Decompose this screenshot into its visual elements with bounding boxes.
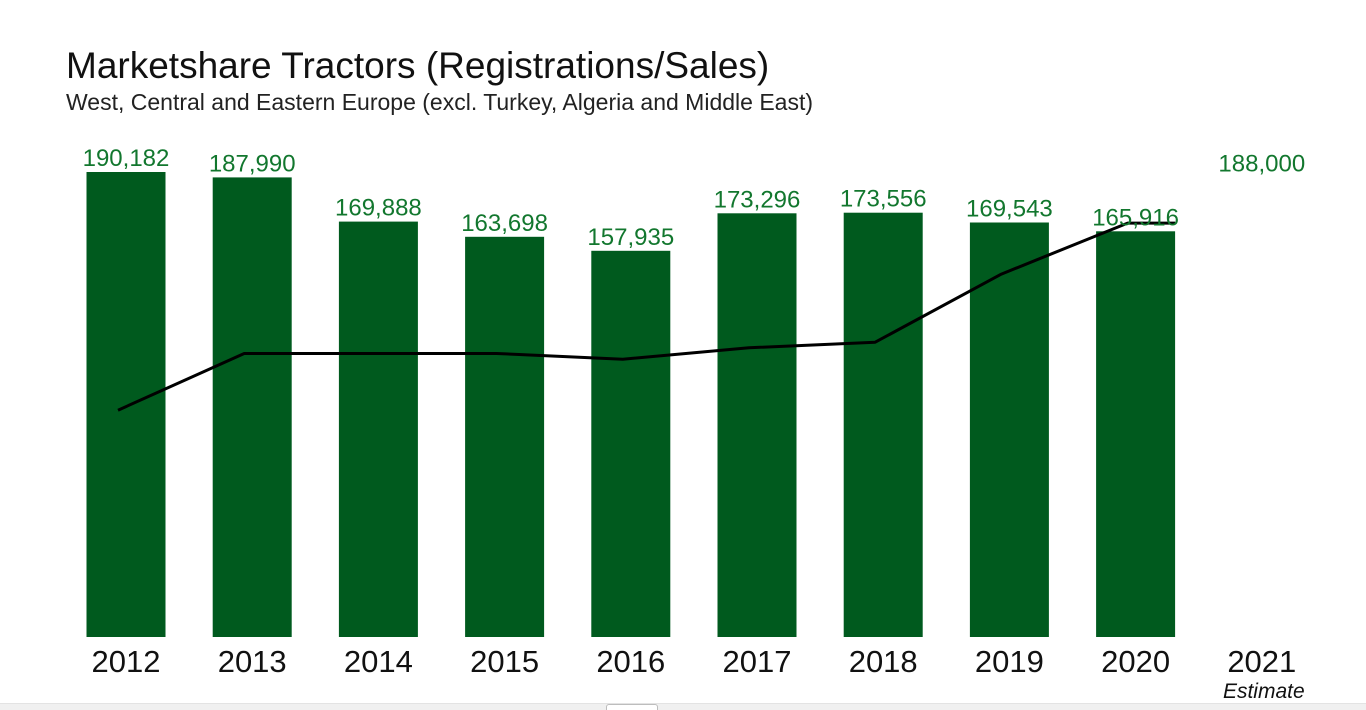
estimate-note: Estimate <box>1223 680 1305 703</box>
bar-2016 <box>591 250 671 638</box>
x-tick-2019: 2019 <box>975 644 1044 679</box>
x-tick-2020: 2020 <box>1101 644 1170 679</box>
labels-layer: 190,182 187,990 169,888 163,698 157,935 173,2… <box>83 145 1306 251</box>
chart-title: Marketshare Tractors (Registrations/Sale… <box>66 45 769 86</box>
x-tick-2018: 2018 <box>849 644 918 679</box>
value-label-2016: 157,935 <box>587 224 674 251</box>
x-tick-2016: 2016 <box>596 644 665 679</box>
value-label-2013: 187,990 <box>209 150 296 177</box>
value-label-2015: 163,698 <box>461 210 548 237</box>
x-tick-2017: 2017 <box>723 644 792 679</box>
value-label-2012: 190,182 <box>83 145 170 172</box>
bar-2020 <box>1096 231 1176 638</box>
value-label-2020: 165,916 <box>1092 204 1179 231</box>
x-tick-2012: 2012 <box>92 644 161 679</box>
bar-2012 <box>86 172 166 637</box>
line-layer <box>117 221 1176 412</box>
value-label-2019: 169,543 <box>966 196 1053 223</box>
x-tick-2015: 2015 <box>470 644 539 679</box>
bar-2019 <box>969 222 1049 637</box>
horizontal-scrollbar[interactable] <box>0 703 1366 710</box>
value-label-2017: 173,296 <box>714 186 801 213</box>
chart-subtitle: West, Central and Eastern Europe (excl. … <box>66 89 813 115</box>
x-tick-2014: 2014 <box>344 644 413 679</box>
bar-2018 <box>843 212 923 637</box>
bar-2017 <box>717 213 797 638</box>
value-label-2014: 169,888 <box>335 195 422 222</box>
x-tick-2021: 2021 <box>1227 644 1296 679</box>
scrollbar-thumb[interactable] <box>606 704 658 710</box>
bars-layer <box>86 172 1176 638</box>
x-tick-2013: 2013 <box>218 644 287 679</box>
value-label-2021: 188,000 <box>1218 150 1305 177</box>
bar-2015 <box>465 236 545 638</box>
marketshare-line <box>117 221 1176 412</box>
value-label-2018: 173,556 <box>840 186 927 213</box>
x-axis-ticks: 2012 2013 2014 2015 2016 2017 2018 2019 2020 2021… <box>92 644 1305 703</box>
bar-2014 <box>338 221 418 637</box>
bar-2013 <box>212 177 292 637</box>
